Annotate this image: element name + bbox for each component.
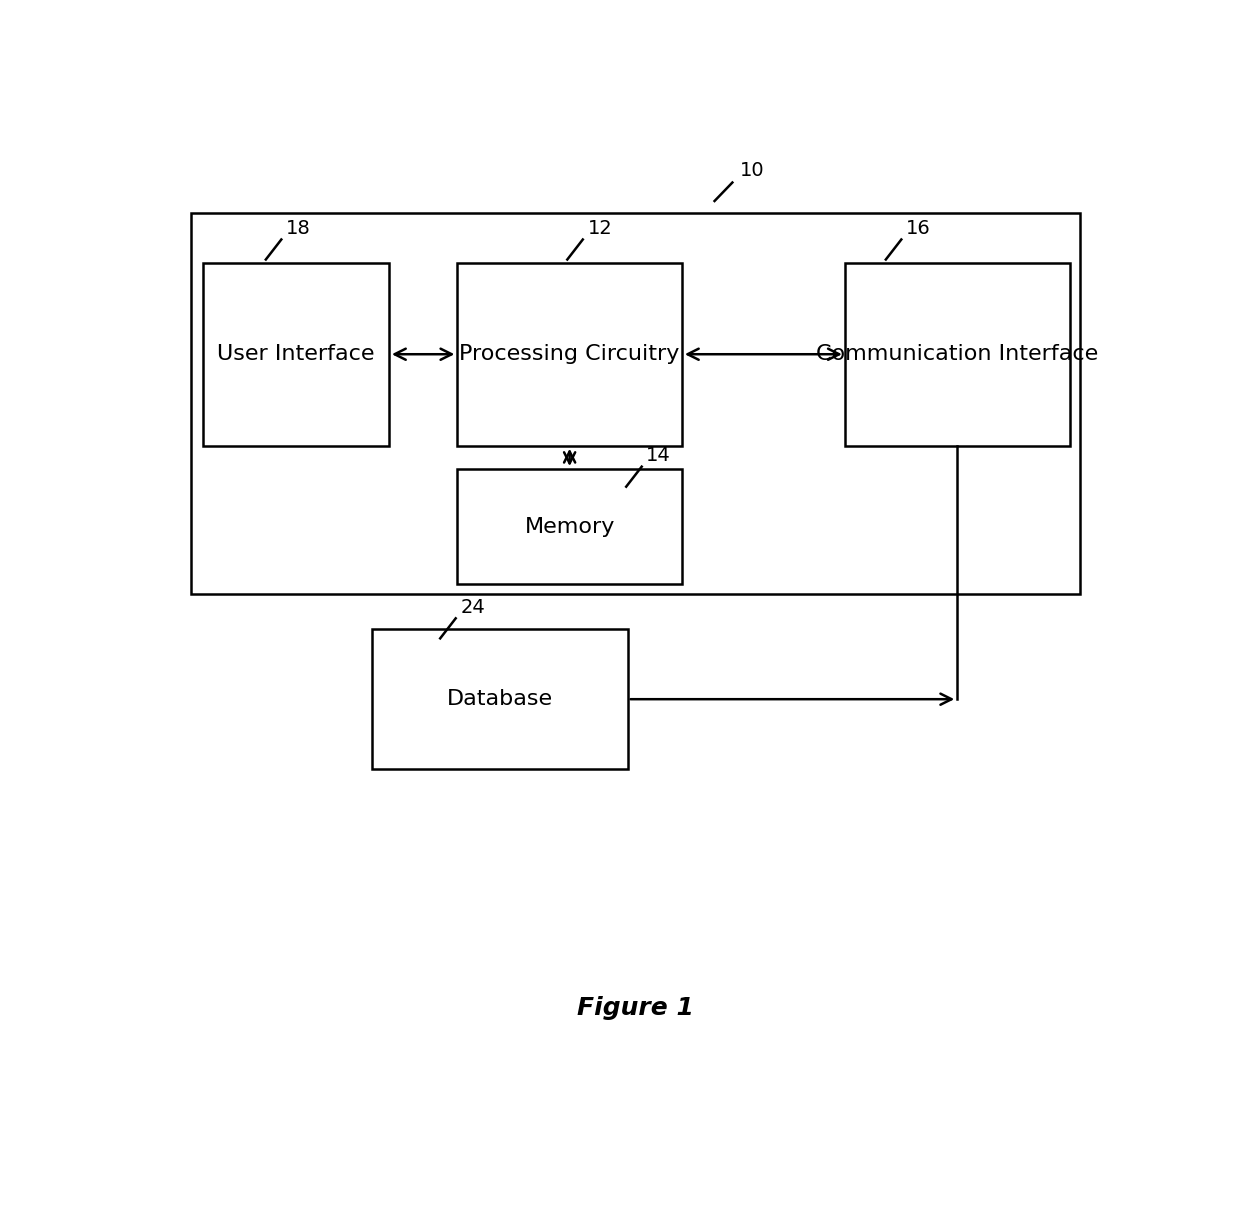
Text: Database: Database bbox=[446, 689, 553, 710]
FancyArrowPatch shape bbox=[394, 348, 451, 360]
Bar bbox=[458, 469, 682, 585]
Bar bbox=[458, 262, 682, 446]
Text: Figure 1: Figure 1 bbox=[577, 996, 694, 1020]
Text: Processing Circuitry: Processing Circuitry bbox=[460, 344, 680, 364]
Text: 10: 10 bbox=[739, 160, 764, 180]
Bar bbox=[191, 213, 1080, 593]
Text: 24: 24 bbox=[460, 598, 485, 617]
Text: 14: 14 bbox=[646, 446, 671, 466]
FancyArrowPatch shape bbox=[630, 694, 951, 705]
Text: Memory: Memory bbox=[525, 517, 615, 536]
Bar bbox=[372, 630, 627, 769]
Text: User Interface: User Interface bbox=[217, 344, 374, 364]
Text: 12: 12 bbox=[588, 220, 613, 238]
Bar bbox=[203, 262, 389, 446]
Bar bbox=[844, 262, 1069, 446]
FancyArrowPatch shape bbox=[687, 348, 839, 360]
Text: 18: 18 bbox=[286, 220, 311, 238]
Text: 16: 16 bbox=[906, 220, 931, 238]
Text: Communication Interface: Communication Interface bbox=[816, 344, 1099, 364]
FancyArrowPatch shape bbox=[564, 451, 575, 463]
